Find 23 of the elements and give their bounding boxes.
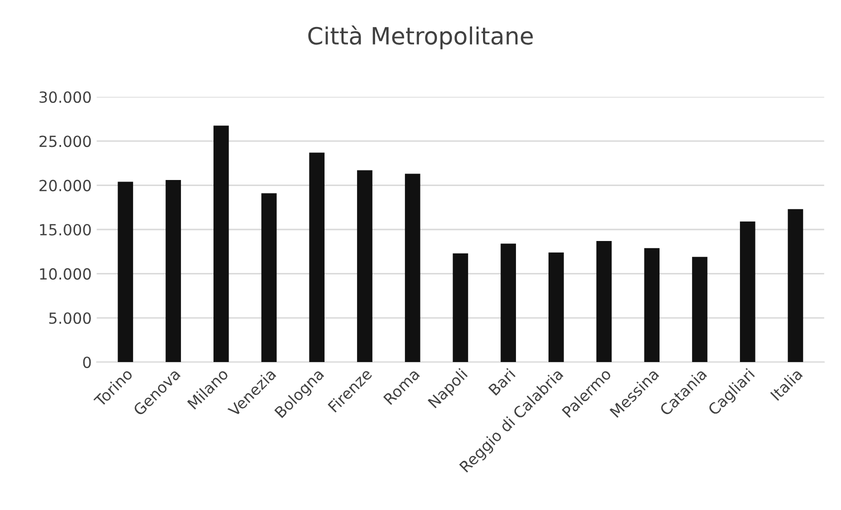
bar: [788, 209, 804, 362]
bar: [213, 126, 229, 362]
chart-title: Città Metropolitane: [308, 26, 533, 50]
y-tick-label: 10.000: [40, 268, 91, 280]
bar: [261, 193, 277, 362]
y-tick-label: 25.000: [40, 136, 91, 148]
bar: [452, 253, 468, 362]
bar: [692, 256, 708, 362]
y-tick-label: 15.000: [40, 224, 91, 236]
bar: [644, 248, 660, 362]
bar: [118, 182, 134, 362]
bar: [740, 222, 756, 362]
bar: [404, 174, 420, 362]
y-tick-label: 0: [83, 356, 91, 368]
y-tick-label: 20.000: [40, 180, 91, 192]
y-tick-label: 5.000: [49, 312, 91, 324]
bar: [309, 152, 325, 362]
bar: [548, 252, 564, 362]
bar: [500, 244, 516, 362]
bar: [166, 180, 181, 362]
bar: [596, 240, 612, 362]
y-tick-label: 30.000: [40, 91, 91, 103]
bar: [357, 170, 372, 362]
